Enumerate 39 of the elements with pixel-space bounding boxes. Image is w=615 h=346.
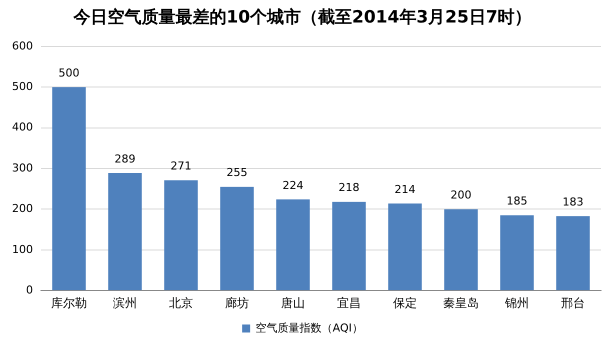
y-tick-label: 0: [26, 283, 33, 296]
x-tick-label: 锦州: [504, 296, 529, 310]
y-tick-label: 200: [12, 202, 33, 216]
x-tick-label: 北京: [168, 296, 193, 310]
bar: [52, 87, 86, 290]
y-tick-label: 400: [12, 120, 33, 134]
bar: [220, 186, 254, 290]
data-label: 200: [450, 188, 472, 202]
data-label: 224: [282, 178, 304, 192]
data-label: 183: [562, 195, 584, 208]
data-label: 214: [394, 182, 416, 196]
bar: [332, 202, 366, 290]
x-tick-label: 库尔勒: [50, 296, 87, 310]
bar: [444, 209, 478, 290]
y-tick-label: 500: [12, 80, 33, 93]
x-tick-label: 滨州: [112, 296, 137, 310]
data-label: 500: [58, 66, 80, 80]
bar: [388, 204, 422, 290]
legend-label: 空气质量指数（AQI）: [256, 321, 363, 334]
x-tick-label: 宜昌: [337, 296, 361, 310]
y-tick-label: 600: [12, 39, 33, 52]
y-tick-label: 300: [12, 161, 33, 174]
bar: [556, 216, 590, 290]
data-label: 271: [170, 160, 192, 173]
bar: [276, 199, 310, 290]
data-label: 185: [506, 194, 528, 208]
x-tick-label: 廊坊: [224, 296, 249, 310]
bar: [164, 180, 198, 290]
data-label: 289: [114, 152, 136, 166]
x-tick-label: 唐山: [281, 296, 305, 310]
bar: [500, 215, 534, 290]
bar: [108, 172, 142, 290]
x-tick-label: 保定: [393, 296, 417, 310]
y-tick-label: 100: [12, 242, 33, 256]
data-label: 255: [226, 166, 248, 180]
x-tick-label: 邢台: [561, 296, 585, 310]
x-tick-label: 秦皇岛: [443, 296, 479, 310]
chart-title: 今日空气质量最差的10个城市（截至2014年3月25日7时）: [72, 8, 532, 28]
data-label: 218: [338, 181, 360, 194]
